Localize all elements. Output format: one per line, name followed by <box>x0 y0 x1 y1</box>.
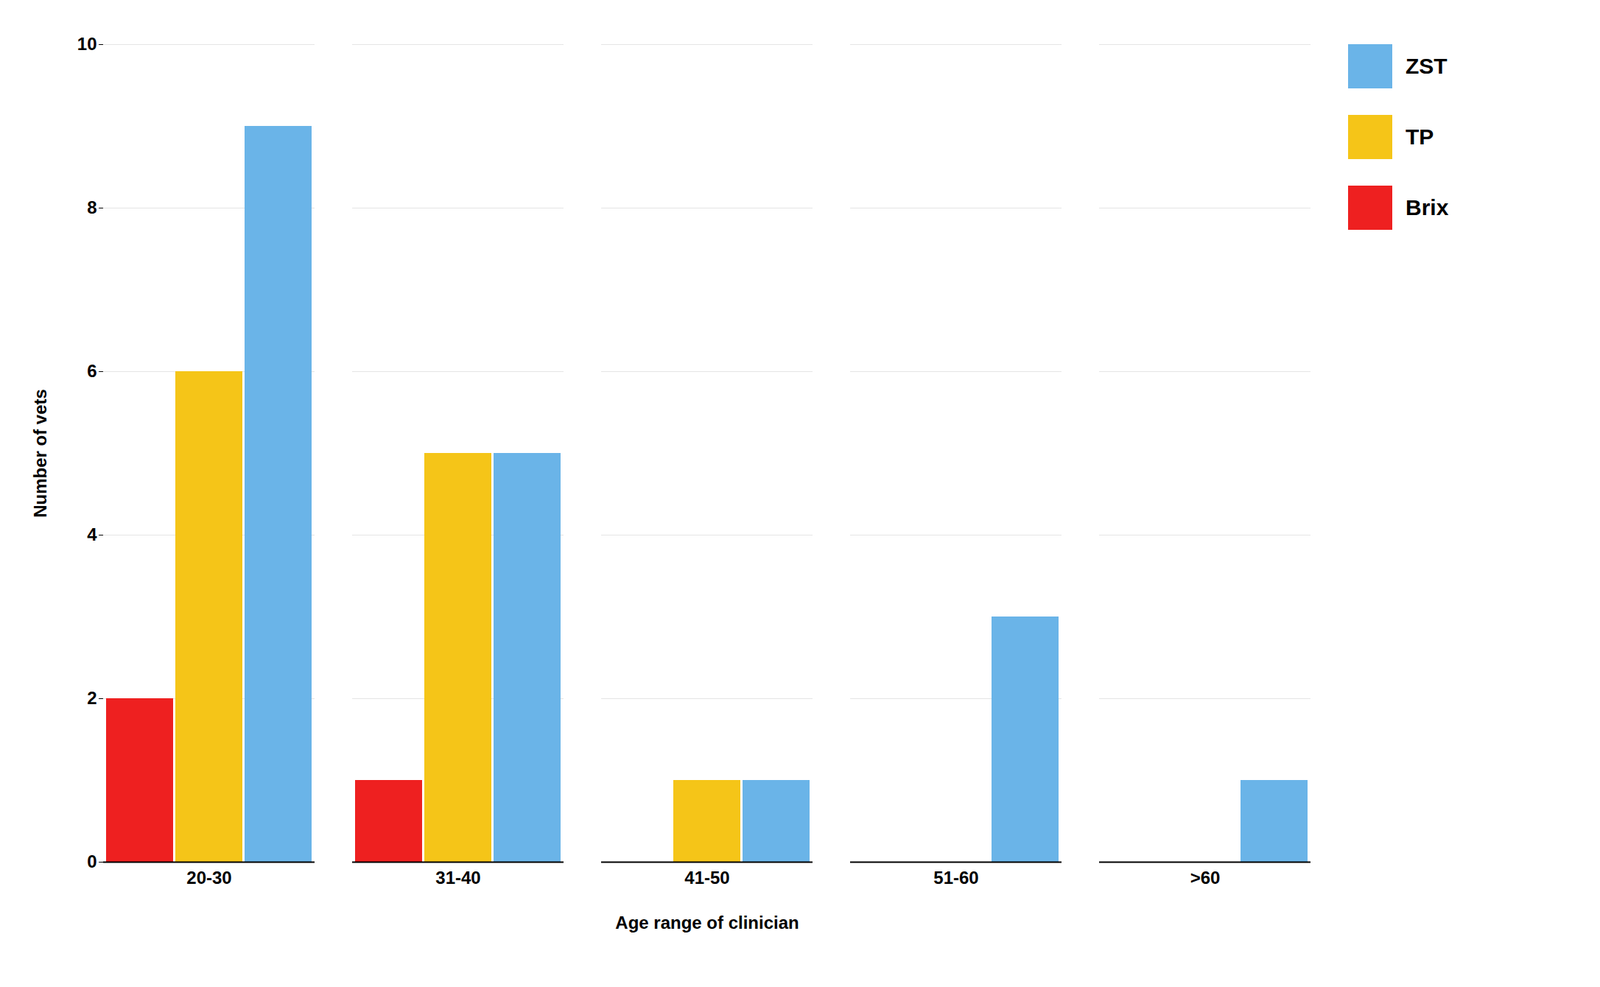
svg-text:0: 0 <box>86 851 97 872</box>
svg-text:Age range of clinician: Age range of clinician <box>615 912 799 933</box>
svg-text:6: 6 <box>86 360 97 381</box>
svg-text:4: 4 <box>86 524 98 545</box>
svg-text:2: 2 <box>86 688 97 708</box>
html-text:TP: TP <box>1405 124 1434 149</box>
svg-text:51-60: 51-60 <box>933 867 979 888</box>
html-text:Brix: Brix <box>1405 195 1449 220</box>
svg-text:31-40: 31-40 <box>435 867 481 888</box>
svg-text:10: 10 <box>77 33 98 54</box>
html-text:ZST: ZST <box>1405 53 1448 79</box>
svg-text:8: 8 <box>86 197 97 218</box>
svg-text:20-30: 20-30 <box>186 867 232 888</box>
svg-text:Number of vets: Number of vets <box>30 388 51 518</box>
svg-text:>60: >60 <box>1190 867 1221 888</box>
svg-text:41-50: 41-50 <box>684 867 730 888</box>
